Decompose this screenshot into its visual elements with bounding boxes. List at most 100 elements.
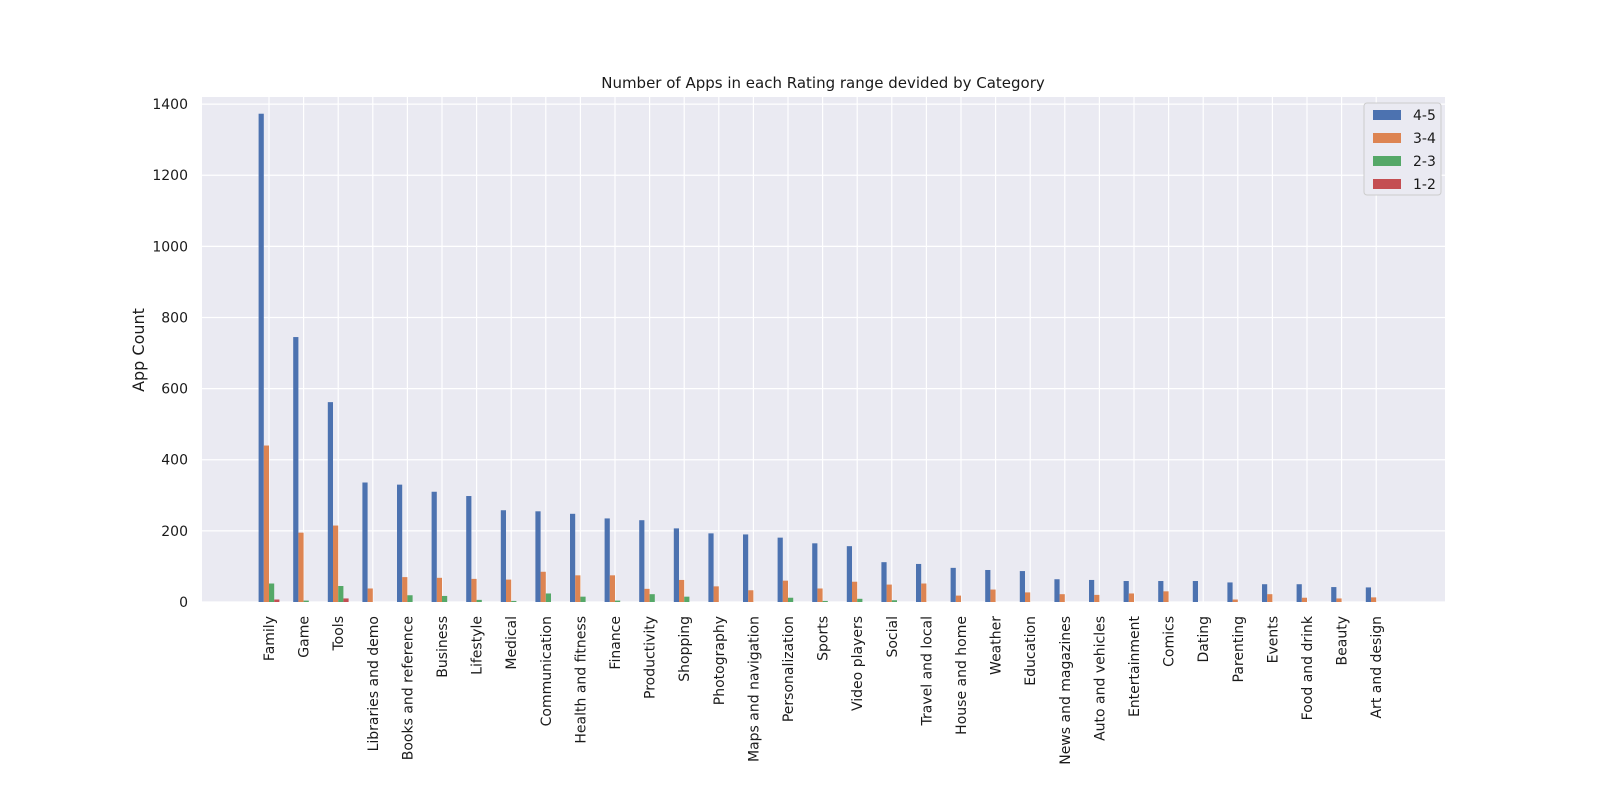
legend-swatch	[1373, 156, 1401, 166]
y-tick-label: 400	[161, 453, 188, 469]
bar	[679, 579, 685, 602]
x-tick-label: Social	[885, 616, 901, 658]
x-tick-label: Personalization	[781, 616, 797, 722]
x-tick-label: Photography	[712, 616, 728, 705]
bar	[1019, 571, 1025, 602]
y-tick-label: 200	[161, 524, 188, 540]
bar	[743, 534, 749, 602]
bar	[921, 583, 927, 602]
bar	[471, 578, 477, 602]
y-tick-label: 1200	[152, 168, 188, 184]
bar	[950, 567, 956, 602]
bar	[570, 513, 576, 602]
x-axis-ticks: Family Game Tools Libraries and demo Books a…	[262, 615, 1385, 765]
x-tick-label: Entertainment	[1127, 615, 1143, 717]
bar	[639, 520, 645, 602]
x-tick-label: Game	[297, 616, 313, 658]
x-tick-label: Art and design	[1369, 616, 1385, 719]
x-tick-label: Productivity	[643, 616, 659, 699]
bar	[684, 596, 690, 602]
bar	[540, 571, 546, 602]
bar	[644, 588, 650, 602]
bar	[436, 577, 442, 602]
bar	[1059, 594, 1065, 602]
y-axis-label: App Count	[129, 308, 148, 392]
bar	[1296, 584, 1302, 602]
legend-label: 2-3	[1413, 154, 1436, 170]
y-tick-label: 800	[161, 310, 188, 326]
x-tick-label: Parenting	[1231, 616, 1247, 682]
bar	[886, 584, 892, 602]
chart-title: Number of Apps in each Rating range devi…	[601, 74, 1045, 92]
legend-label: 3-4	[1413, 131, 1436, 147]
bar	[1301, 597, 1307, 602]
bar	[713, 586, 719, 602]
bar	[476, 599, 482, 602]
bar	[1336, 598, 1342, 602]
bar	[857, 598, 863, 602]
x-tick-label: Family	[262, 616, 278, 661]
bars	[258, 113, 1377, 603]
bar	[1128, 593, 1134, 602]
legend-swatch	[1373, 179, 1401, 189]
bar	[846, 546, 852, 602]
bar	[955, 595, 961, 602]
bar	[673, 528, 679, 602]
bar	[545, 593, 551, 602]
bar	[916, 563, 922, 602]
bar	[511, 600, 517, 602]
legend-label: 1-2	[1413, 177, 1436, 193]
bar	[500, 510, 506, 602]
bar	[1025, 592, 1031, 602]
bar	[1262, 584, 1268, 602]
bar	[615, 600, 621, 602]
bar	[338, 585, 344, 602]
bar	[1054, 579, 1060, 602]
bar	[362, 482, 368, 602]
x-tick-label: Events	[1265, 616, 1281, 663]
x-tick-label: Weather	[989, 616, 1005, 675]
bar	[788, 597, 794, 602]
x-tick-label: News and magazines	[1058, 616, 1074, 765]
x-tick-label: House and home	[954, 616, 970, 735]
bar	[343, 598, 349, 602]
bar	[274, 599, 280, 602]
bar	[817, 588, 823, 602]
x-tick-label: Libraries and demo	[366, 616, 382, 751]
bar	[1158, 581, 1164, 602]
bar	[367, 588, 373, 602]
plot-area	[202, 97, 1445, 602]
x-tick-label: Education	[1023, 616, 1039, 686]
bar	[985, 569, 991, 602]
bar	[748, 590, 754, 602]
bar	[1123, 581, 1129, 602]
bar	[1331, 587, 1337, 602]
bar	[1365, 587, 1371, 602]
grid	[202, 97, 1445, 603]
x-tick-label: Lifestyle	[470, 616, 486, 675]
bar	[431, 491, 437, 602]
x-tick-label: Sports	[816, 616, 832, 661]
x-tick-label: Beauty	[1335, 616, 1351, 665]
x-tick-label: Medical	[504, 616, 520, 670]
legend: 4-5 3-4 2-3 1-2	[1363, 102, 1442, 196]
bar	[1089, 579, 1095, 602]
bar	[782, 580, 788, 602]
bar	[990, 589, 996, 602]
bar	[397, 484, 403, 602]
x-tick-label: Food and drink	[1300, 615, 1316, 720]
legend-swatch	[1373, 110, 1401, 120]
bar	[506, 579, 512, 602]
bar	[604, 518, 610, 602]
bar	[1192, 581, 1198, 602]
bar	[649, 594, 655, 602]
x-tick-label: Video players	[850, 616, 866, 711]
bar	[269, 583, 275, 602]
bar	[1227, 582, 1233, 602]
x-tick-label: Dating	[1196, 616, 1212, 663]
bar	[1371, 597, 1377, 602]
bar	[442, 595, 448, 602]
bar	[258, 113, 264, 603]
bar	[881, 562, 887, 602]
